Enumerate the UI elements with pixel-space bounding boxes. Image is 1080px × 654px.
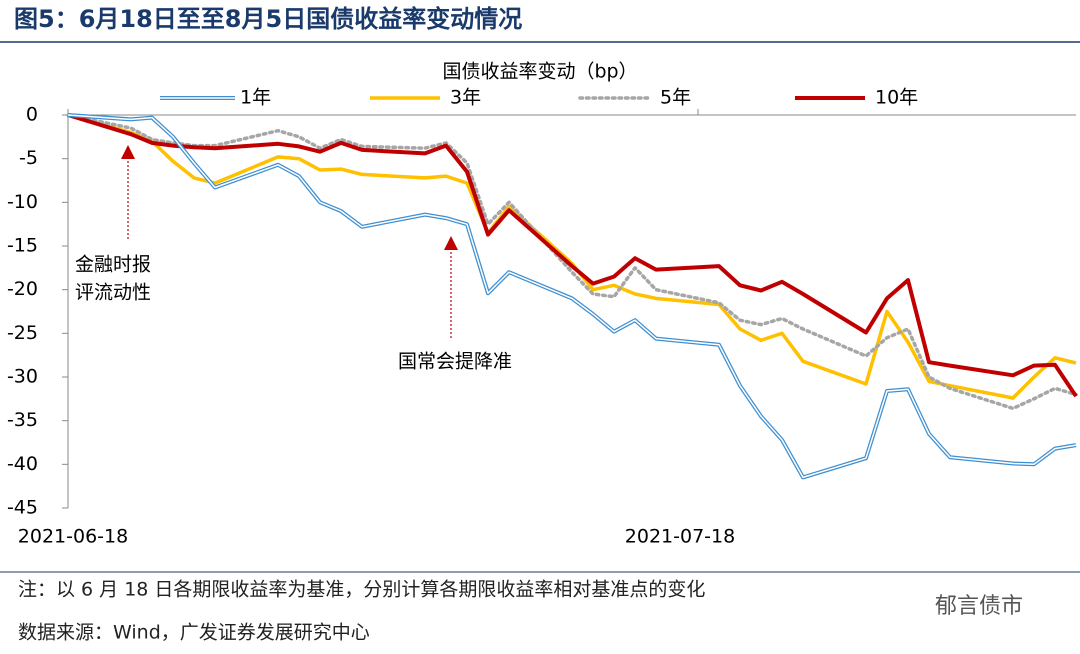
annotation: 国常会提降准 — [398, 351, 512, 373]
source: 数据来源：Wind，广发证券发展研究中心 — [18, 622, 370, 644]
y-tick-label: -5 — [19, 147, 38, 169]
series-line — [66, 113, 1078, 411]
watermark: 郁言债市 — [935, 594, 1023, 619]
y-tick-label: -35 — [7, 409, 38, 431]
note: 注：以 6 月 18 日各期限收益率为基准，分别计算各期限收益率相对基准点的变化 — [18, 579, 705, 601]
annotation-arrow — [121, 145, 135, 159]
legend-label: 1年 — [240, 87, 271, 109]
legend-label: 10年 — [875, 87, 918, 109]
y-tick-label: -25 — [7, 322, 38, 344]
y-tick-label: 0 — [26, 104, 38, 126]
series-line-inner — [67, 114, 1077, 479]
x-tick-label: 2021-07-18 — [625, 526, 735, 548]
series-line — [67, 113, 1078, 398]
legend-label: 5年 — [660, 87, 691, 109]
series-line — [67, 113, 1077, 480]
annotation: 评流动性 — [75, 282, 151, 304]
x-tick-label: 2021-06-18 — [18, 526, 128, 548]
y-tick-label: -45 — [7, 497, 38, 519]
annotation-arrow — [444, 236, 458, 250]
y-tick-label: -20 — [7, 278, 38, 300]
y-tick-label: -10 — [7, 191, 38, 213]
y-tick-label: -15 — [7, 235, 38, 257]
series-line — [67, 113, 1077, 400]
annotation: 金融时报 — [75, 254, 151, 276]
chart-title: 图5：6月18日至至8月5日国债收益率变动情况 — [14, 5, 522, 33]
y-tick-label: -30 — [7, 366, 38, 388]
legend-label: 3年 — [450, 87, 481, 109]
y-tick-label: -40 — [7, 453, 38, 475]
legend-title: 国债收益率变动（bp） — [442, 61, 637, 83]
